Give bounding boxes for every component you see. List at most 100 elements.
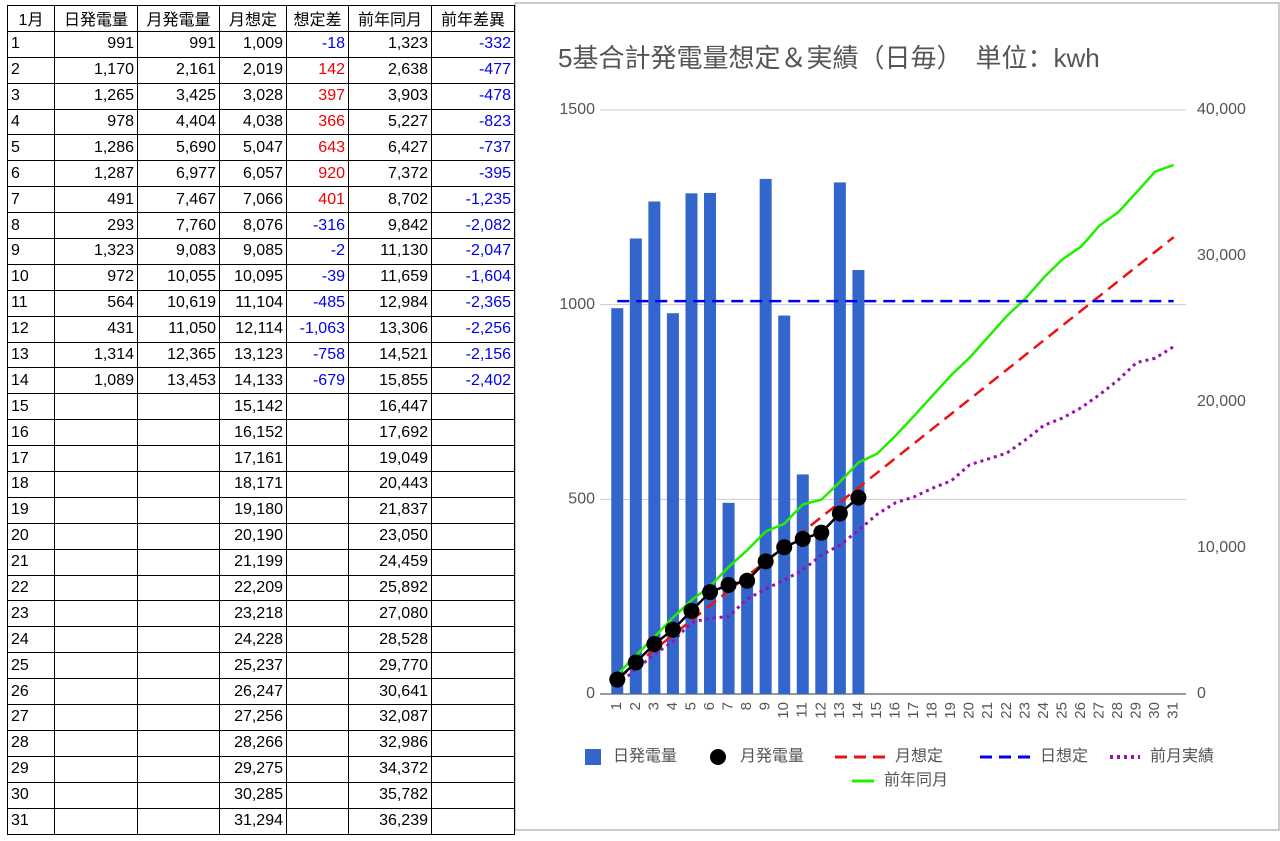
legend-label: 前年同月 — [884, 771, 948, 789]
table-cell — [431, 548, 515, 576]
table-cell: 397 — [286, 82, 349, 110]
table-cell: 991 — [137, 30, 220, 58]
table-cell — [54, 652, 138, 680]
table-cell: 20 — [7, 522, 55, 550]
table-cell — [286, 704, 349, 731]
table-cell: 8,076 — [219, 212, 287, 240]
x-tick-label: 21 — [979, 702, 996, 719]
point — [776, 539, 793, 556]
table-cell: 972 — [54, 263, 138, 291]
table-cell — [431, 729, 515, 757]
table-cell: 23 — [7, 600, 55, 628]
table-cell — [54, 574, 138, 602]
table-cell: 5,047 — [219, 134, 287, 162]
x-tick-label: 18 — [924, 702, 941, 719]
x-tick-label: 4 — [664, 702, 681, 710]
table-cell: 32,986 — [348, 729, 432, 757]
table-cell: 5,690 — [137, 134, 220, 162]
table-cell — [286, 393, 349, 421]
table-cell — [137, 574, 220, 602]
table-cell: 9 — [7, 238, 55, 265]
x-tick-label: 16 — [886, 702, 903, 719]
table-cell: 10,055 — [137, 263, 220, 291]
series-line — [616, 345, 1175, 687]
point — [850, 489, 867, 506]
x-tick-label: 29 — [1128, 702, 1145, 719]
table-cell: 2,638 — [348, 56, 432, 84]
table-cell: -485 — [286, 289, 349, 317]
table-row: 4 978 4,404 4,038 366 5,227 -823 — [7, 108, 515, 136]
table-cell: 16 — [7, 419, 55, 447]
table-cell: 19,180 — [219, 496, 287, 524]
table-cell — [137, 755, 220, 783]
table-cell: 28,266 — [219, 729, 287, 757]
table-cell: 564 — [54, 289, 138, 317]
table-cell — [431, 600, 515, 628]
table-cell — [286, 471, 349, 498]
table-cell: -1,063 — [286, 315, 349, 343]
table-row: 1 991 991 1,009 -18 1,323 -332 — [7, 30, 515, 58]
y-tick-label: 1500 — [559, 101, 595, 118]
table-cell: -2,082 — [431, 212, 515, 240]
table-cell: 19,049 — [348, 445, 432, 473]
y2-tick-label: 0 — [1197, 685, 1206, 702]
table-cell: -395 — [431, 160, 515, 188]
table-cell: 15,855 — [348, 367, 432, 395]
table-cell: 10,095 — [219, 263, 287, 291]
table-cell: 日発電量 — [54, 5, 138, 32]
table-cell: 14,521 — [348, 341, 432, 369]
table-cell — [431, 522, 515, 550]
point — [627, 654, 644, 671]
table-row: 5 1,286 5,690 5,047 643 6,427 -737 — [7, 134, 515, 162]
table-cell: 17,692 — [348, 419, 432, 447]
x-tick-label: 9 — [757, 702, 774, 710]
table-cell — [286, 755, 349, 783]
table-row: 20 20,190 23,050 — [7, 522, 515, 550]
table-cell: -737 — [431, 134, 515, 162]
table-cell: 17,161 — [219, 445, 287, 473]
table-cell: 6 — [7, 160, 55, 188]
table-cell: 6,427 — [348, 134, 432, 162]
table-row: 17 17,161 19,049 — [7, 445, 515, 473]
table-cell: 1,323 — [348, 30, 432, 58]
table-row: 21 21,199 24,459 — [7, 548, 515, 576]
bar — [778, 315, 791, 694]
table-cell: -2,256 — [431, 315, 515, 343]
table-cell: 25,237 — [219, 652, 287, 680]
table-cell: 19 — [7, 496, 55, 524]
x-tick-label: 30 — [1146, 702, 1163, 719]
bar — [796, 474, 809, 694]
table-cell — [431, 445, 515, 473]
table-cell: 1,323 — [54, 238, 138, 265]
table-cell: -823 — [431, 108, 515, 136]
table-cell: 31 — [7, 807, 55, 835]
table-cell — [431, 626, 515, 654]
point — [646, 635, 663, 652]
x-tick-label: 15 — [868, 702, 885, 719]
x-tick-label: 28 — [1109, 702, 1126, 719]
table-row: 13 1,314 12,365 13,123 -758 14,521 -2,156 — [7, 341, 515, 369]
table-cell: 1,009 — [219, 30, 287, 58]
point — [813, 524, 830, 541]
x-tick-label: 7 — [720, 702, 737, 710]
table-cell: 21,199 — [219, 548, 287, 576]
table-cell — [286, 600, 349, 628]
table-cell — [137, 807, 220, 835]
table-cell — [54, 548, 138, 576]
table-cell — [286, 445, 349, 473]
table-cell — [286, 419, 349, 447]
table-cell: 26 — [7, 678, 55, 706]
table-row: 14 1,089 13,453 14,133 -679 15,855 -2,402 — [7, 367, 515, 395]
point — [702, 584, 719, 601]
table-cell — [431, 419, 515, 447]
y-tick-label: 1000 — [559, 296, 595, 313]
table-cell: 491 — [54, 186, 138, 214]
legend-label: 日想定 — [1040, 747, 1088, 765]
chart-panel — [514, 2, 1280, 831]
table-row: 19 19,180 21,837 — [7, 496, 515, 524]
table-row: 31 31,294 36,239 — [7, 807, 515, 835]
table-cell: 27,080 — [348, 600, 432, 628]
table-cell: 3 — [7, 82, 55, 110]
table-cell — [54, 496, 138, 524]
legend-label: 月想定 — [895, 747, 943, 765]
